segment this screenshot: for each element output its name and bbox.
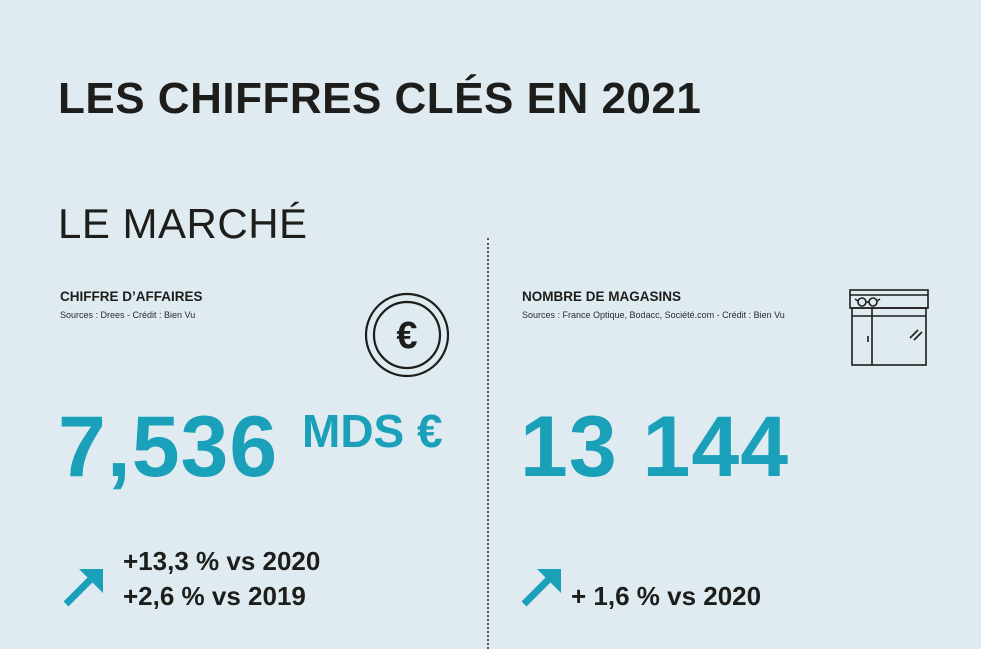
- svg-text:€: €: [396, 315, 417, 357]
- stores-growth-2020: + 1,6 % vs 2020: [571, 581, 762, 611]
- revenue-value: 7,536: [58, 399, 279, 495]
- stores-label: NOMBRE DE MAGASINS: [522, 289, 682, 304]
- stores-source: Sources : France Optique, Bodacc, Sociét…: [522, 310, 785, 320]
- column-divider: [487, 238, 489, 649]
- revenue-label: CHIFFRE D’AFFAIRES: [60, 289, 203, 304]
- revenue-growth-2020: +13,3 % vs 2020: [123, 546, 321, 576]
- trend-up-arrow-icon: [62, 566, 106, 608]
- revenue-growth-2019: +2,6 % vs 2019: [123, 581, 306, 611]
- revenue-source: Sources : Drees - Crédit : Bien Vu: [60, 310, 196, 320]
- trend-up-arrow-icon: [520, 566, 564, 608]
- page-title: LES CHIFFRES CLÉS EN 2021: [58, 74, 702, 123]
- stores-value: 13 144: [520, 399, 790, 495]
- euro-coin-icon: €: [364, 292, 450, 378]
- section-title: LE MARCHÉ: [58, 200, 308, 247]
- optician-store-icon: [848, 288, 930, 368]
- revenue-unit: MDS €: [302, 405, 443, 457]
